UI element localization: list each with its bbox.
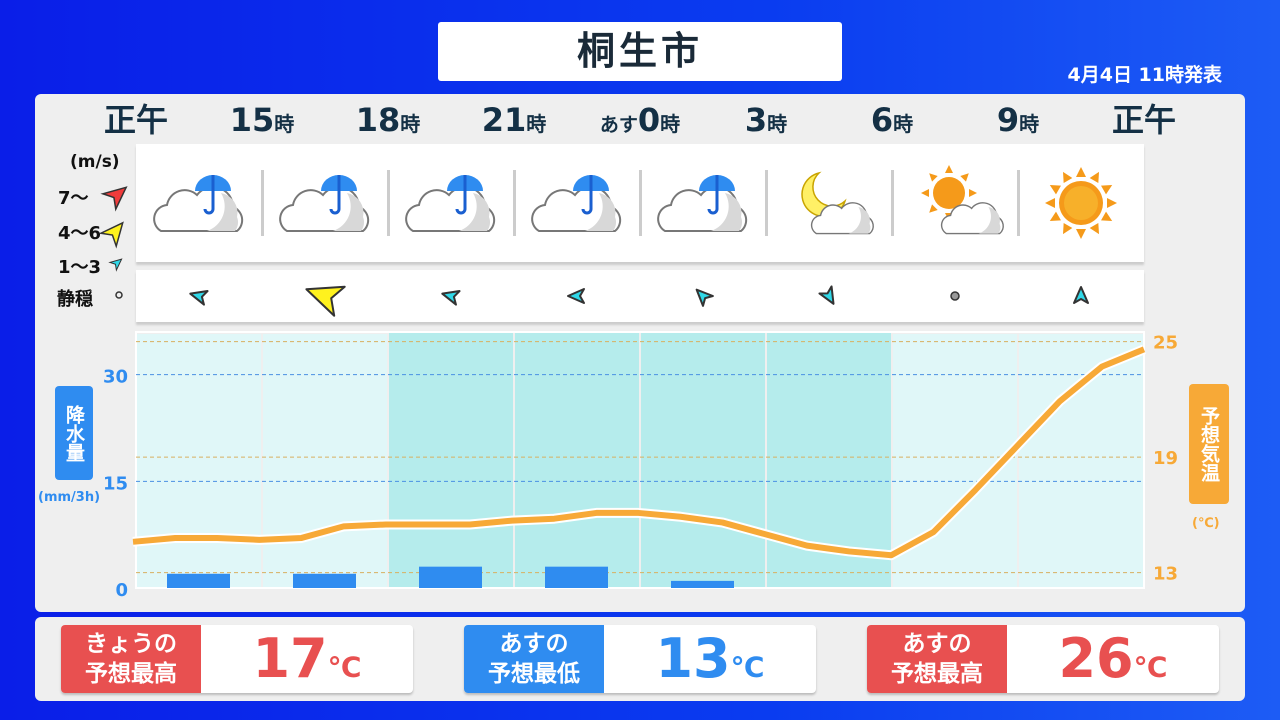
legend-moderate: 4〜6 <box>58 223 102 244</box>
rain-unit: (mm/3h) <box>38 490 101 505</box>
column-background <box>515 332 639 588</box>
summary-card-high: あすの 予想最高 26℃ <box>867 625 1219 693</box>
hour-label: 18時 <box>355 101 421 139</box>
light-wind-icon <box>108 258 123 272</box>
rain-bar <box>545 566 608 588</box>
column-background <box>1019 334 1143 588</box>
wind-unit: (m/s) <box>70 152 120 172</box>
weather-cell <box>136 144 262 262</box>
column-background <box>641 332 765 588</box>
umbrella-cloud-icon <box>531 175 622 232</box>
hour-label: 6時 <box>870 101 914 139</box>
column-background <box>389 332 513 588</box>
calm-icon <box>950 291 960 301</box>
moderate-wind-icon <box>98 221 124 249</box>
divider <box>891 170 894 236</box>
hour-label: 3時 <box>744 101 788 139</box>
rain-bar <box>293 573 356 588</box>
rain-bar <box>419 566 482 588</box>
rain-bar <box>167 573 230 588</box>
rain-bar <box>671 580 734 588</box>
wind-cell <box>1018 270 1144 322</box>
hour-label: 正午 <box>1111 101 1176 139</box>
summary-value: 13℃ <box>655 627 765 690</box>
rain-temp-chart: 0 15 30 13 19 25 <box>103 331 1178 601</box>
weather-icon-row <box>136 144 1144 262</box>
legend-light: 1〜3 <box>58 257 102 278</box>
rain-axis-label: 降水量 <box>55 386 93 480</box>
wind-cell <box>892 270 1018 322</box>
weather-cell <box>514 144 640 262</box>
temp-unit: (℃) <box>1192 516 1220 531</box>
legend-calm: 静穏 <box>57 289 93 310</box>
divider <box>639 170 642 236</box>
divider <box>1017 170 1020 236</box>
summary-label: きょうの 予想最高 <box>61 625 201 693</box>
sun-icon <box>1045 167 1117 239</box>
rain-tick-label: 15 <box>103 473 128 494</box>
wind-arrow-icon <box>305 285 346 317</box>
summary-label: あすの 予想最高 <box>867 625 1007 693</box>
temp-tick-label: 19 <box>1153 448 1178 469</box>
plot-border <box>135 331 1145 589</box>
summary-card-low: あすの 予想最低 13℃ <box>464 625 816 693</box>
wind-arrow-icon <box>695 288 714 307</box>
weather-cell <box>892 144 1018 262</box>
wind-arrow-icon <box>1073 286 1089 304</box>
weather-cell <box>1018 144 1144 262</box>
wind-cell <box>766 270 892 322</box>
temp-axis-label: 予想気温 <box>1189 384 1229 504</box>
hour-label: 21時 <box>481 101 547 139</box>
umbrella-cloud-icon <box>153 175 244 232</box>
summary-label: あすの 予想最低 <box>464 625 604 693</box>
wind-cell <box>640 270 766 322</box>
rain-tick-label: 30 <box>103 367 128 388</box>
umbrella-cloud-icon <box>657 175 748 232</box>
summary-card-high: きょうの 予想最高 17℃ <box>61 625 413 693</box>
sun-cloud-icon <box>921 165 1004 235</box>
weather-cell <box>640 144 766 262</box>
temp-tick-label: 25 <box>1153 333 1178 354</box>
summary-value: 17℃ <box>252 627 362 690</box>
hour-label: あす0時 <box>599 101 681 139</box>
rain-tick-label: 0 <box>115 580 128 601</box>
weather-cell <box>766 144 892 262</box>
wind-cell <box>514 270 640 322</box>
summary-value: 26℃ <box>1058 627 1168 690</box>
hour-label: 9時 <box>996 101 1040 139</box>
weather-cell <box>388 144 514 262</box>
wind-cell <box>388 270 514 322</box>
divider <box>387 170 390 236</box>
umbrella-cloud-icon <box>405 175 496 232</box>
divider <box>513 170 516 236</box>
divider <box>765 170 768 236</box>
umbrella-cloud-icon <box>279 175 370 232</box>
calm-icon <box>115 291 123 299</box>
wind-arrow-icon <box>818 285 835 305</box>
wind-cell <box>136 270 262 322</box>
hour-label: 15時 <box>229 101 295 139</box>
wind-row <box>136 270 1144 322</box>
city-title: 桐生市 <box>438 22 842 81</box>
column-background <box>263 334 387 588</box>
wind-arrow-icon <box>441 290 461 306</box>
temp-tick-label: 13 <box>1153 564 1178 585</box>
weather-cell <box>262 144 388 262</box>
divider <box>261 170 264 236</box>
wind-arrow-icon <box>567 288 585 304</box>
wind-legend-icons <box>98 186 128 299</box>
wind-arrow-icon <box>189 290 209 306</box>
strong-wind-icon <box>100 186 128 212</box>
hour-label: 正午 <box>103 101 168 139</box>
issued-time: 4月4日 11時発表 <box>1067 64 1223 86</box>
wind-cell <box>262 270 388 322</box>
moon-cloud-icon <box>801 171 874 235</box>
legend-strong: 7〜 <box>58 188 89 209</box>
column-background <box>137 334 261 588</box>
temp-line <box>132 346 1146 559</box>
